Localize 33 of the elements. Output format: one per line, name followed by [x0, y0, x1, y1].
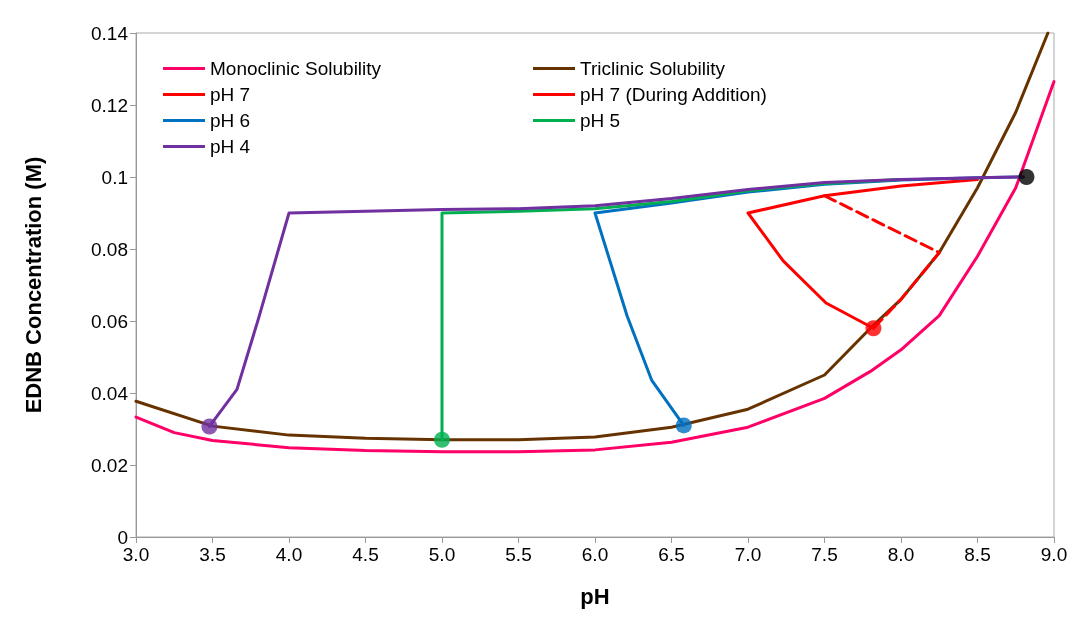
y-tick-label: 0.02 [91, 454, 128, 476]
y-tick-label: 0.1 [101, 166, 128, 188]
y-tick-label: 0.04 [91, 382, 129, 404]
x-tick-label: 4.5 [352, 544, 379, 565]
x-tick-label: 7.0 [734, 544, 762, 565]
point [1018, 169, 1035, 185]
y-tick-label: 0.06 [91, 310, 128, 332]
y-tick-label: 0.08 [91, 238, 128, 260]
x-tick-label: 3.5 [199, 544, 226, 565]
point [434, 431, 450, 448]
x-axis-title: pH [580, 583, 610, 609]
x-tick-label: 6.0 [581, 544, 609, 565]
legend-label: pH 6 [210, 110, 251, 131]
legend-label: pH 4 [210, 136, 251, 157]
x-tick-label: 7.5 [811, 544, 838, 565]
legend-label: pH 5 [580, 110, 621, 131]
x-tick-label: 8.0 [887, 544, 915, 565]
y-tick-label: 0.14 [91, 22, 129, 44]
x-tick-label: 5.5 [505, 544, 532, 565]
legend-label: Monoclinic Solubility [210, 58, 382, 79]
legend-label: Triclinic Solubility [580, 58, 726, 79]
point [201, 418, 218, 435]
point [865, 320, 882, 337]
y-axis-title: EDNB Concentration (M) [20, 156, 46, 414]
x-tick-label: 4.0 [275, 544, 303, 565]
x-tick-label: 5.0 [428, 544, 456, 565]
x-tick-label: 8.5 [964, 544, 991, 565]
legend-label: pH 7 [210, 84, 251, 105]
x-tick-label: 6.5 [658, 544, 685, 565]
point [675, 417, 692, 434]
legend-label: pH 7 (During Addition) [580, 84, 767, 105]
x-tick-label: 9.0 [1040, 544, 1068, 565]
y-tick-label: 0.12 [91, 94, 128, 116]
